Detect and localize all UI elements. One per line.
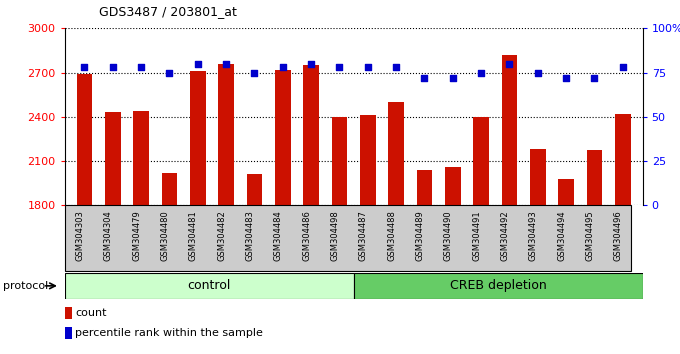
- Point: [589, 75, 600, 81]
- Bar: [218, 64, 234, 205]
- Text: percentile rank within the sample: percentile rank within the sample: [75, 328, 263, 338]
- Point: [220, 61, 231, 67]
- Point: [617, 64, 628, 70]
- Point: [419, 75, 430, 81]
- Bar: [388, 102, 404, 205]
- Point: [362, 64, 373, 70]
- Point: [532, 70, 543, 75]
- Text: GSM304498: GSM304498: [330, 210, 339, 261]
- Bar: [502, 55, 517, 205]
- Point: [476, 70, 487, 75]
- Bar: [473, 117, 489, 205]
- Bar: [247, 174, 262, 205]
- Point: [136, 64, 147, 70]
- Point: [334, 64, 345, 70]
- Bar: [332, 117, 347, 205]
- Text: GSM304489: GSM304489: [415, 210, 424, 261]
- Bar: [65, 307, 72, 319]
- Bar: [65, 273, 354, 299]
- Bar: [360, 115, 375, 205]
- Point: [192, 61, 203, 67]
- Bar: [77, 74, 92, 205]
- Text: GSM304481: GSM304481: [189, 210, 198, 261]
- Text: GSM304491: GSM304491: [472, 210, 481, 261]
- Bar: [530, 149, 545, 205]
- Text: control: control: [188, 279, 231, 292]
- Bar: [275, 70, 290, 205]
- Text: GSM304490: GSM304490: [444, 210, 453, 261]
- Text: GDS3487 / 203801_at: GDS3487 / 203801_at: [99, 5, 237, 18]
- Text: GSM304303: GSM304303: [75, 210, 84, 261]
- Text: GSM304486: GSM304486: [302, 210, 311, 261]
- Text: GSM304484: GSM304484: [274, 210, 283, 261]
- Bar: [354, 273, 643, 299]
- Point: [560, 75, 571, 81]
- Point: [277, 64, 288, 70]
- Text: GSM304480: GSM304480: [160, 210, 169, 261]
- Point: [447, 75, 458, 81]
- Bar: [65, 327, 72, 339]
- Text: GSM304493: GSM304493: [529, 210, 538, 261]
- Point: [249, 70, 260, 75]
- Text: GSM304479: GSM304479: [132, 210, 141, 261]
- Text: CREB depletion: CREB depletion: [449, 279, 547, 292]
- Point: [107, 64, 118, 70]
- Point: [164, 70, 175, 75]
- Bar: [105, 112, 120, 205]
- Bar: [303, 65, 319, 205]
- Text: protocol: protocol: [3, 281, 49, 291]
- Point: [306, 61, 317, 67]
- Point: [504, 61, 515, 67]
- Bar: [445, 167, 460, 205]
- Bar: [162, 173, 177, 205]
- Bar: [558, 179, 574, 205]
- Text: GSM304496: GSM304496: [614, 210, 623, 261]
- Text: GSM304488: GSM304488: [387, 210, 396, 261]
- Bar: [417, 170, 432, 205]
- Bar: [133, 111, 149, 205]
- Text: GSM304495: GSM304495: [585, 210, 594, 261]
- Text: GSM304494: GSM304494: [557, 210, 566, 261]
- Text: GSM304482: GSM304482: [217, 210, 226, 261]
- Text: GSM304492: GSM304492: [500, 210, 509, 261]
- Bar: [190, 71, 205, 205]
- Text: GSM304487: GSM304487: [359, 210, 368, 261]
- Text: GSM304304: GSM304304: [104, 210, 113, 261]
- Point: [390, 64, 401, 70]
- Bar: [615, 114, 630, 205]
- Bar: [587, 150, 602, 205]
- Text: GSM304483: GSM304483: [245, 210, 254, 261]
- Point: [79, 64, 90, 70]
- Text: count: count: [75, 308, 107, 318]
